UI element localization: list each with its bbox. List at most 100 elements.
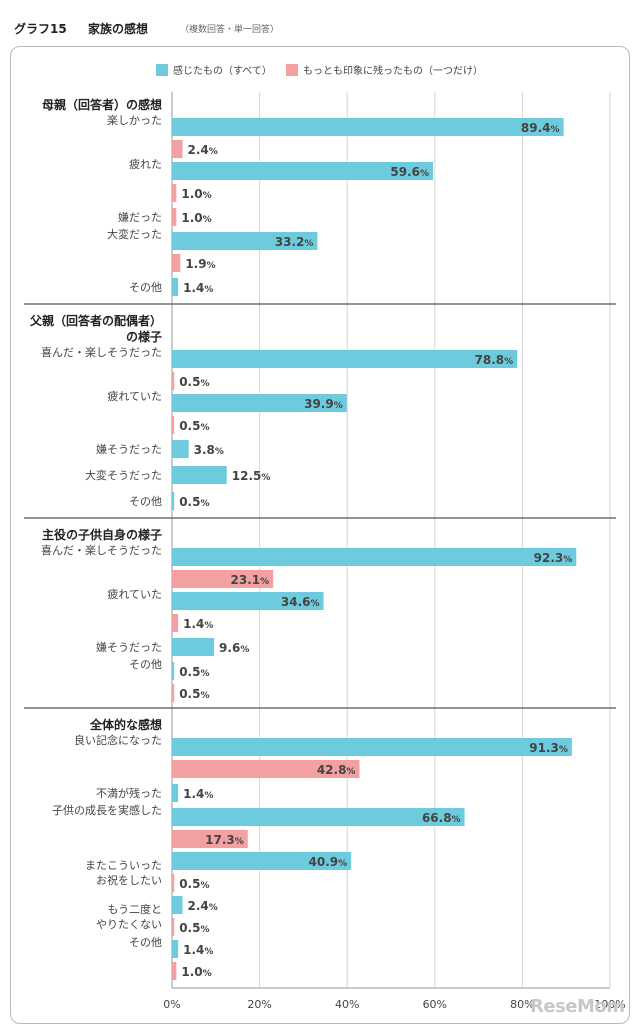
bar-most [172, 416, 175, 434]
x-tick-label: 40% [335, 998, 359, 1011]
bar-most [172, 372, 175, 390]
x-tick-label: 100% [594, 998, 625, 1011]
bar-all [172, 592, 324, 610]
bar-all [172, 784, 179, 802]
category-label: またこういった [85, 859, 162, 872]
data-label: 89.4% [521, 121, 560, 135]
bar-most [172, 570, 274, 588]
data-label: 1.4% [183, 281, 213, 295]
data-label: 0.5% [179, 921, 209, 935]
data-label: 0.5% [179, 665, 209, 679]
data-label: 23.1% [231, 573, 270, 587]
bar-all [172, 232, 318, 250]
bar-all [172, 118, 564, 136]
category-label: 大変だった [107, 227, 162, 241]
category-label: 疲れていた [107, 587, 162, 601]
bar-all [172, 466, 227, 484]
chart-header: グラフ15 家族の感想 （複数回答・単一回答） [14, 20, 634, 40]
bar-all [172, 896, 183, 914]
bar-all [172, 940, 179, 958]
chart-frame [10, 46, 630, 1024]
data-label: 0.5% [179, 687, 209, 701]
group-title: 母親（回答者）の感想 [42, 97, 162, 112]
bar-all [172, 808, 465, 826]
chart-title: 家族の感想 [88, 22, 149, 36]
bar-all [172, 492, 175, 510]
bar-most [172, 140, 183, 158]
chart-note: （複数回答・単一回答） [180, 25, 280, 35]
category-label: 大変そうだった [85, 468, 162, 482]
category-label: その他 [129, 658, 162, 671]
x-tick-label: 0% [163, 998, 180, 1011]
category-label: お祝をしたい [96, 873, 162, 887]
bar-all [172, 548, 577, 566]
group-title: 父親（回答者の配偶者） [29, 313, 162, 328]
data-label: 33.2% [275, 235, 314, 249]
bar-most [172, 184, 177, 202]
bar-most [172, 918, 175, 936]
data-label: 40.9% [309, 855, 348, 869]
data-label: 3.8% [194, 443, 224, 457]
data-label: 59.6% [390, 165, 429, 179]
bar-all [172, 440, 189, 458]
data-label: 1.9% [185, 257, 215, 271]
category-label: 不満が残った [96, 786, 162, 800]
bar-most [172, 208, 177, 226]
category-label: 疲れていた [107, 389, 162, 403]
legend-item-most: もっとも印象に残ったもの（一つだけ） [286, 62, 483, 77]
data-label: 34.6% [281, 595, 320, 609]
bar-all [172, 738, 572, 756]
data-label: 2.4% [188, 899, 218, 913]
category-label: やりたくない [96, 918, 162, 931]
bar-most [172, 962, 177, 980]
category-label: 喜んだ・楽しそうだった [41, 346, 162, 359]
group-title: 全体的な感想 [89, 717, 162, 732]
data-label: 92.3% [534, 551, 573, 565]
data-label: 0.5% [179, 495, 209, 509]
bar-all [172, 162, 434, 180]
data-label: 66.8% [422, 811, 461, 825]
category-label: 嫌そうだった [96, 640, 162, 654]
category-label: もう二度と [107, 902, 162, 916]
data-label: 12.5% [232, 469, 271, 483]
category-label: その他 [129, 281, 162, 294]
category-label: 喜んだ・楽しそうだった [41, 544, 162, 557]
data-label: 2.4% [188, 143, 218, 157]
x-tick-label: 20% [247, 998, 271, 1011]
data-label: 1.4% [183, 617, 213, 631]
category-label: 嫌だった [118, 210, 162, 224]
category-label: 疲れた [129, 157, 162, 171]
data-label: 42.8% [317, 763, 356, 777]
category-label: 嫌そうだった [96, 442, 162, 456]
category-label: その他 [129, 936, 162, 949]
group-title: 主役の子供自身の様子 [42, 527, 162, 542]
x-tick-label: 80% [510, 998, 534, 1011]
bar-most [172, 684, 175, 702]
bar-most [172, 760, 360, 778]
data-label: 0.5% [179, 419, 209, 433]
group-title: の様子 [126, 329, 162, 344]
bar-all [172, 278, 179, 296]
bar-most [172, 830, 248, 848]
data-label: 78.8% [475, 353, 514, 367]
category-label: その他 [129, 495, 162, 508]
bar-all [172, 662, 175, 680]
category-label: 良い記念になった [74, 733, 162, 747]
bar-all [172, 638, 215, 656]
legend-label-all: 感じたもの（すべて） [173, 66, 272, 77]
data-label: 1.4% [183, 787, 213, 801]
legend-swatch-most [286, 63, 298, 76]
data-label: 1.0% [181, 211, 211, 225]
legend-label-most: もっとも印象に残ったもの（一つだけ） [303, 66, 483, 77]
legend-item-all: 感じたもの（すべて） [156, 62, 272, 77]
data-label: 1.0% [181, 965, 211, 979]
x-tick-label: 60% [423, 998, 447, 1011]
data-label: 1.0% [181, 187, 211, 201]
data-label: 0.5% [179, 375, 209, 389]
data-label: 91.3% [529, 741, 568, 755]
bar-most [172, 614, 179, 632]
bar-most [172, 874, 175, 892]
resemom-logo: ReseMom [530, 996, 625, 1017]
legend-swatch-all [156, 63, 168, 76]
